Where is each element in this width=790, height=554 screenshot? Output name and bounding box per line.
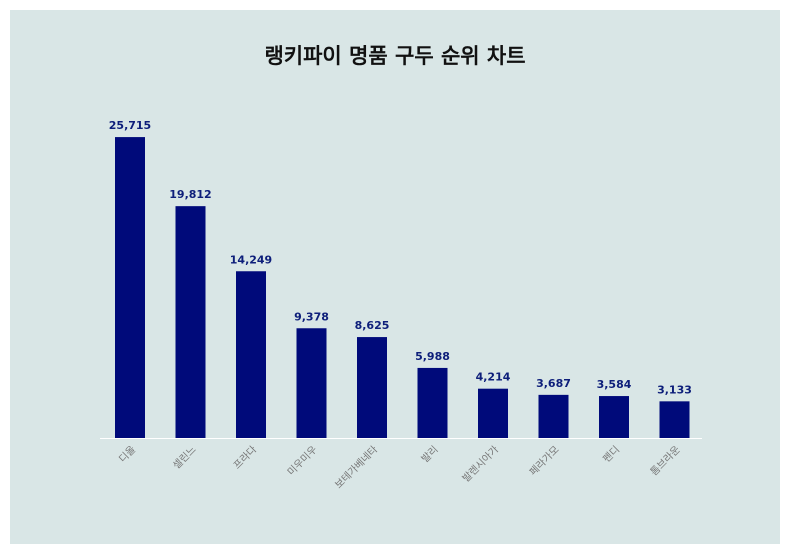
- bar-3: [296, 328, 327, 438]
- bar-0: [115, 137, 145, 439]
- category-label-7: 페라가모: [527, 444, 562, 479]
- category-label-0: 디올: [117, 444, 139, 466]
- bar-1: [175, 206, 206, 438]
- value-label-3: 9,378: [294, 310, 329, 323]
- bar-7: [538, 394, 569, 438]
- value-label-4: 8,625: [355, 319, 390, 332]
- value-label-0: 25,715: [109, 119, 151, 132]
- category-label-9: 톰브라운: [648, 444, 683, 479]
- bar-4: [357, 337, 387, 438]
- value-label-1: 19,812: [169, 188, 211, 201]
- bar-6: [478, 388, 508, 438]
- value-label-7: 3,687: [536, 377, 571, 390]
- category-label-2: 프라다: [231, 444, 259, 472]
- value-label-8: 3,584: [597, 378, 632, 391]
- category-label-6: 발렌시아가: [460, 444, 501, 485]
- category-label-3: 미우미우: [285, 444, 320, 479]
- category-label-5: 발리: [419, 444, 441, 466]
- chart-title: 랭키파이 명품 구두 순위 차트: [264, 44, 526, 68]
- category-label-4: 보테가베네타: [333, 444, 381, 492]
- category-label-8: 펜디: [601, 444, 623, 466]
- value-label-9: 3,133: [657, 383, 692, 396]
- value-label-6: 4,214: [476, 371, 511, 384]
- category-label-1: 셀린느: [171, 444, 199, 472]
- bar-5: [417, 367, 448, 438]
- bar-8: [599, 396, 629, 438]
- value-label-5: 5,988: [415, 350, 450, 363]
- bar-9: [659, 401, 690, 438]
- value-label-2: 14,249: [230, 253, 272, 266]
- bar-2: [236, 271, 266, 438]
